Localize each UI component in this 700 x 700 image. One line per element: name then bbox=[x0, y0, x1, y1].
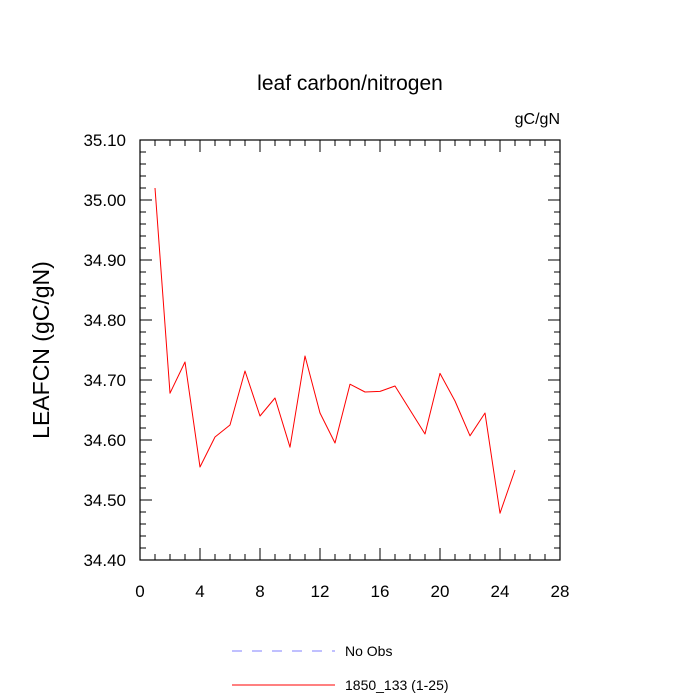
plot-frame bbox=[139, 139, 561, 561]
y-tick-label: 34.60 bbox=[83, 431, 126, 450]
x-tick-label: 28 bbox=[551, 582, 570, 601]
y-tick-label: 35.10 bbox=[83, 131, 126, 150]
y-tick-labels: 34.40 34.50 34.60 34.70 34.80 34.90 35.00 35.10 bbox=[83, 131, 126, 570]
y-tick-label: 34.40 bbox=[83, 551, 126, 570]
y-tick-label: 34.80 bbox=[83, 311, 126, 330]
y-tick-label: 34.70 bbox=[83, 371, 126, 390]
y-tick-label: 34.50 bbox=[83, 491, 126, 510]
x-tick-label: 24 bbox=[491, 582, 510, 601]
y-tick-label: 35.00 bbox=[83, 191, 126, 210]
series-group bbox=[154, 187, 516, 514]
chart-title: leaf carbon/nitrogen bbox=[257, 72, 443, 95]
x-tick-label: 4 bbox=[195, 582, 204, 601]
y-axis-label: LEAFCN (gC/gN) bbox=[28, 261, 54, 439]
axis-ticks bbox=[139, 139, 561, 561]
x-tick-label: 16 bbox=[371, 582, 390, 601]
x-tick-labels: 0 4 8 12 16 20 24 28 bbox=[135, 582, 569, 601]
x-tick-label: 0 bbox=[135, 582, 144, 601]
y-tick-label: 34.90 bbox=[83, 251, 126, 270]
legend-label: No Obs bbox=[345, 643, 392, 659]
x-tick-label: 12 bbox=[311, 582, 330, 601]
units-label: gC/gN bbox=[515, 111, 560, 128]
legend: No Obs 1850_133 (1-25) bbox=[232, 643, 449, 693]
x-tick-label: 8 bbox=[255, 582, 264, 601]
x-tick-label: 20 bbox=[431, 582, 450, 601]
legend-label: 1850_133 (1-25) bbox=[345, 677, 449, 693]
series-line bbox=[154, 187, 516, 514]
